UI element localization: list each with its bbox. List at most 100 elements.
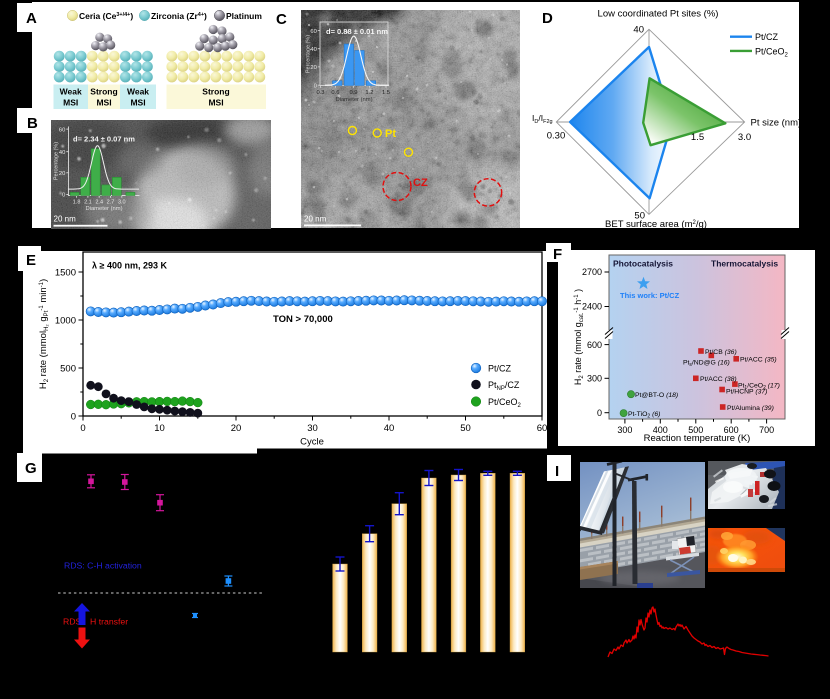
svg-text:Photocatalysis: Photocatalysis bbox=[613, 259, 673, 269]
svg-text:0.6: 0.6 bbox=[331, 90, 339, 96]
svg-text:F: F bbox=[553, 246, 562, 263]
svg-text:Low coordinated Pt sites (%): Low coordinated Pt sites (%) bbox=[598, 9, 719, 20]
svg-text:Cycle: Cycle bbox=[300, 437, 324, 448]
svg-text:D: D bbox=[542, 10, 553, 27]
svg-text:Pt/CeO2: Pt/CeO2 bbox=[755, 46, 789, 58]
svg-text:Diameter (nm): Diameter (nm) bbox=[85, 206, 122, 212]
svg-text:1.5: 1.5 bbox=[691, 132, 704, 143]
svg-text:20: 20 bbox=[310, 65, 316, 71]
svg-text:0: 0 bbox=[314, 83, 317, 89]
svg-text:Reaction temperature (K): Reaction temperature (K) bbox=[644, 433, 751, 444]
svg-text:3.0: 3.0 bbox=[118, 199, 126, 205]
svg-text:600: 600 bbox=[724, 425, 739, 435]
svg-text:I: I bbox=[555, 463, 559, 480]
svg-text:PtNP/CZ: PtNP/CZ bbox=[488, 380, 520, 392]
svg-text:TON > 70,000: TON > 70,000 bbox=[273, 314, 333, 325]
svg-text:40: 40 bbox=[310, 47, 316, 53]
svg-text:RDS:: RDS: bbox=[63, 617, 84, 627]
svg-text:1000: 1000 bbox=[55, 315, 76, 326]
svg-text:0.9: 0.9 bbox=[349, 90, 357, 96]
svg-text:0: 0 bbox=[80, 423, 85, 434]
svg-text:Strong: Strong bbox=[202, 87, 229, 97]
svg-text:3.0: 3.0 bbox=[738, 132, 751, 143]
svg-text:2400: 2400 bbox=[582, 302, 602, 312]
svg-text:10: 10 bbox=[154, 423, 165, 434]
svg-text:Weak: Weak bbox=[127, 87, 149, 97]
svg-text:50: 50 bbox=[634, 211, 645, 222]
svg-text:1.5: 1.5 bbox=[382, 90, 390, 96]
svg-text:H transfer: H transfer bbox=[90, 617, 128, 627]
svg-text:20: 20 bbox=[231, 423, 242, 434]
svg-text:Pt/HCNP (37): Pt/HCNP (37) bbox=[726, 389, 767, 396]
svg-text:60: 60 bbox=[310, 29, 316, 35]
svg-text:40: 40 bbox=[633, 25, 644, 36]
svg-text:Pt/CB (36): Pt/CB (36) bbox=[705, 349, 737, 356]
svg-text:0.3: 0.3 bbox=[316, 90, 324, 96]
svg-text:CZ: CZ bbox=[413, 177, 428, 189]
svg-text:20 nm: 20 nm bbox=[304, 215, 327, 224]
svg-text:Platinum: Platinum bbox=[226, 11, 262, 21]
svg-text:λ ≥ 400 nm, 293 K: λ ≥ 400 nm, 293 K bbox=[92, 261, 167, 271]
svg-text:MSI: MSI bbox=[208, 98, 223, 108]
svg-text:1500: 1500 bbox=[55, 267, 76, 278]
svg-text:2700: 2700 bbox=[582, 267, 602, 277]
svg-text:MSI: MSI bbox=[96, 98, 111, 108]
svg-text:30: 30 bbox=[307, 423, 318, 434]
svg-text:MSI: MSI bbox=[63, 98, 78, 108]
svg-text:1.8: 1.8 bbox=[73, 199, 81, 205]
svg-text:B: B bbox=[27, 115, 38, 132]
svg-text:60: 60 bbox=[537, 423, 548, 434]
svg-text:Percentage (%): Percentage (%) bbox=[306, 35, 312, 73]
svg-text:Thermocatalysis: Thermocatalysis bbox=[711, 259, 778, 269]
svg-text:Pt: Pt bbox=[385, 128, 396, 140]
svg-text:300: 300 bbox=[587, 374, 602, 384]
svg-text:Percentage (%): Percentage (%) bbox=[54, 142, 60, 180]
svg-text:Diameter (nm): Diameter (nm) bbox=[335, 97, 372, 103]
svg-text:600: 600 bbox=[587, 340, 602, 350]
svg-text:50: 50 bbox=[460, 423, 471, 434]
svg-text:H2 rate (mmol gcat.-1 h-1 ): H2 rate (mmol gcat.-1 h-1 ) bbox=[573, 289, 585, 385]
svg-text:Pt size (nm): Pt size (nm) bbox=[751, 118, 802, 129]
svg-text:Pts/ND@G (16): Pts/ND@G (16) bbox=[683, 360, 730, 369]
svg-text:BET surface area (m2/g): BET surface area (m2/g) bbox=[605, 219, 707, 230]
svg-text:20: 20 bbox=[59, 171, 65, 177]
svg-text:Pt/CZ: Pt/CZ bbox=[755, 32, 779, 42]
svg-text:0: 0 bbox=[597, 408, 602, 418]
svg-text:0: 0 bbox=[62, 193, 65, 199]
svg-text:H2 rate (mmolH₂ gPt-1 min-1): H2 rate (mmolH₂ gPt-1 min-1) bbox=[38, 279, 50, 389]
svg-text:40: 40 bbox=[384, 423, 395, 434]
svg-text:300: 300 bbox=[617, 425, 632, 435]
svg-text:Weak: Weak bbox=[60, 87, 82, 97]
svg-text:G: G bbox=[25, 460, 37, 477]
svg-text:MSI: MSI bbox=[130, 98, 145, 108]
svg-text:RDS: C-H activation: RDS: C-H activation bbox=[64, 561, 142, 571]
svg-text:Pt/ACC (38): Pt/ACC (38) bbox=[700, 376, 737, 383]
svg-text:d= 2.34 ± 0.07 nm: d= 2.34 ± 0.07 nm bbox=[73, 135, 135, 144]
svg-text:2.1: 2.1 bbox=[84, 199, 92, 205]
svg-text:2.7: 2.7 bbox=[107, 199, 115, 205]
svg-text:0.30: 0.30 bbox=[547, 131, 566, 142]
svg-text:This work: Pt/CZ: This work: Pt/CZ bbox=[620, 291, 680, 300]
svg-text:Pt@BT-O (18): Pt@BT-O (18) bbox=[635, 392, 678, 399]
svg-text:60: 60 bbox=[59, 127, 65, 133]
svg-text:700: 700 bbox=[759, 425, 774, 435]
svg-text:Pt/ACC (35): Pt/ACC (35) bbox=[740, 357, 777, 364]
svg-text:E: E bbox=[26, 252, 36, 269]
svg-text:Strong: Strong bbox=[90, 87, 117, 97]
svg-text:500: 500 bbox=[688, 425, 703, 435]
svg-text:1.2: 1.2 bbox=[365, 90, 373, 96]
svg-text:Ceria (Ce3+/4+): Ceria (Ce3+/4+) bbox=[79, 11, 133, 21]
svg-text:Pt/CeO2: Pt/CeO2 bbox=[488, 397, 522, 409]
svg-text:A: A bbox=[26, 10, 37, 27]
svg-text:Pt/CZ: Pt/CZ bbox=[488, 364, 512, 374]
svg-text:C: C bbox=[276, 11, 287, 28]
svg-text:d= 0.88 ± 0.01 nm: d= 0.88 ± 0.01 nm bbox=[326, 27, 388, 36]
svg-text:2.4: 2.4 bbox=[95, 199, 103, 205]
svg-text:400: 400 bbox=[653, 425, 668, 435]
svg-text:Pt-TiO2 (6): Pt-TiO2 (6) bbox=[628, 411, 660, 420]
svg-text:500: 500 bbox=[60, 363, 76, 374]
svg-text:Zirconia (Zr4+): Zirconia (Zr4+) bbox=[151, 11, 207, 21]
svg-text:Pt/Alumina (39): Pt/Alumina (39) bbox=[727, 405, 774, 412]
svg-text:Pt1/CeO2 (17): Pt1/CeO2 (17) bbox=[738, 383, 780, 392]
svg-text:0: 0 bbox=[71, 411, 76, 422]
